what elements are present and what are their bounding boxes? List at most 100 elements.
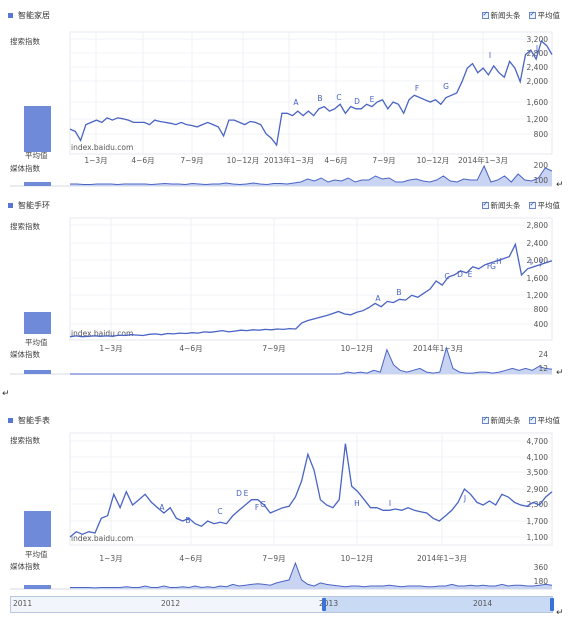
media-tick-label: 100 xyxy=(534,176,549,185)
average-bar xyxy=(24,312,51,334)
y-tick-label: 2,400 xyxy=(527,63,549,72)
checkbox-icon[interactable] xyxy=(481,10,489,19)
plot-frame xyxy=(69,217,553,341)
news-marker: E xyxy=(370,95,375,104)
legend-avg-toggle[interactable]: 平均值 xyxy=(528,200,561,211)
news-marker: B xyxy=(317,94,322,103)
legend-news-label: 新闻头条 xyxy=(490,201,521,210)
news-marker: A xyxy=(159,503,165,512)
watermark: index.baidu.com xyxy=(71,534,133,543)
x-tick-label: 10~12月 xyxy=(341,554,374,563)
y-tick-label: 2,000 xyxy=(527,256,549,265)
news-marker: F xyxy=(255,503,259,512)
y-tick-label: 3,200 xyxy=(527,35,549,44)
news-marker: G xyxy=(490,262,496,271)
checkbox-icon[interactable] xyxy=(528,415,536,424)
media-tick-label: 12 xyxy=(538,364,548,373)
news-marker: D xyxy=(236,489,242,498)
timeline-year: 2012 xyxy=(161,599,181,608)
x-tick-label: 2014年1~3月 xyxy=(417,553,467,563)
x-tick-label: 4~6月 xyxy=(324,156,347,165)
timeline-year: 2013 xyxy=(319,599,339,608)
media-area xyxy=(70,166,552,186)
legend-news-label: 新闻头条 xyxy=(490,11,521,20)
legend-news-toggle[interactable]: 新闻头条 xyxy=(481,415,521,426)
average-label: 平均值 xyxy=(25,338,48,347)
news-marker: F xyxy=(487,262,491,271)
news-marker: A xyxy=(293,98,299,107)
legend-avg-label: 平均值 xyxy=(537,201,561,210)
checkbox-icon[interactable] xyxy=(481,200,489,209)
news-marker: A xyxy=(375,294,381,303)
panel-title: 智能家居 xyxy=(8,10,50,21)
timeline-year: 2014 xyxy=(473,599,493,608)
y-tick-label: 1,600 xyxy=(527,274,549,283)
chart-smart-home: index.baidu.com3,2002,8002,4002,0001,600… xyxy=(10,31,553,187)
title-square-icon xyxy=(8,13,13,18)
return-mark: ↵ xyxy=(556,608,564,618)
legend: 新闻头条 平均值 xyxy=(481,415,561,426)
y-tick-label: 800 xyxy=(534,305,549,314)
legend-avg-toggle[interactable]: 平均值 xyxy=(528,415,561,426)
legend-avg-toggle[interactable]: 平均值 xyxy=(528,10,560,21)
y-tick-label: 1,600 xyxy=(527,98,549,107)
legend: 新闻头条 平均值 xyxy=(481,10,560,21)
panel-smart-watch: 智能手表 新闻头条 平均值 搜索指数 平均值 媒体指数 index.baidu.… xyxy=(0,415,572,595)
x-tick-label: 2014年1~3月 xyxy=(458,155,508,165)
y-tick-label: 1,200 xyxy=(527,115,549,124)
news-marker: C xyxy=(217,507,222,516)
timeline-left-handle[interactable] xyxy=(322,598,326,611)
media-area xyxy=(70,563,552,589)
timeline-right-handle[interactable] xyxy=(550,598,554,611)
news-marker: D xyxy=(457,270,463,279)
news-marker: J xyxy=(463,494,466,503)
media-tick-label: 200 xyxy=(534,161,549,170)
legend-news-label: 新闻头条 xyxy=(490,416,521,425)
timeline-scrubber[interactable]: 2011 2012 2013 2014 xyxy=(10,596,554,613)
x-tick-label: 7~9月 xyxy=(372,156,395,165)
timeline-selection[interactable] xyxy=(323,597,552,612)
panel-title: 智能手表 xyxy=(8,415,50,426)
media-index-label: 媒体指数 xyxy=(10,164,40,173)
x-tick-label: 4~6月 xyxy=(131,156,154,165)
checkbox-icon[interactable] xyxy=(528,200,536,209)
media-average-bar xyxy=(24,585,51,589)
checkbox-icon[interactable] xyxy=(481,415,489,424)
x-tick-label: 2014年1~3月 xyxy=(413,343,463,353)
x-tick-label: 7~9月 xyxy=(262,344,285,353)
y-tick-label: 400 xyxy=(534,320,549,329)
watermark: index.baidu.com xyxy=(71,143,133,152)
x-tick-label: 7~9月 xyxy=(262,554,285,563)
search-index-label: 搜索指数 xyxy=(10,222,40,231)
media-area xyxy=(70,347,552,374)
panel-smart-band: 智能手环 新闻头条 平均值 搜索指数 平均值 媒体指数 ↵ ↵ index.ba… xyxy=(0,200,572,399)
media-tick-label: 360 xyxy=(534,563,549,572)
legend-avg-label: 平均值 xyxy=(537,416,561,425)
y-tick-label: 1,200 xyxy=(527,291,549,300)
search-index-label: 搜索指数 xyxy=(10,37,40,46)
x-tick-label: 1~3月 xyxy=(99,554,122,563)
news-marker: H xyxy=(354,499,360,508)
panel-smart-home: 智能家居 新闻头条 平均值 搜索指数 平均值 媒体指数 ↵ index.baid… xyxy=(0,10,572,190)
x-tick-label: 4~6月 xyxy=(179,554,202,563)
news-marker: E xyxy=(244,489,249,498)
average-bar xyxy=(24,106,51,152)
panel-title-text: 智能手表 xyxy=(18,416,50,425)
news-marker: E xyxy=(468,270,473,279)
chart-smart-watch: index.baidu.com4,7004,1003,5002,9002,300… xyxy=(10,432,553,590)
checkbox-icon[interactable] xyxy=(528,10,536,19)
legend-news-toggle[interactable]: 新闻头条 xyxy=(481,10,521,21)
news-marker: G xyxy=(260,500,266,509)
x-tick-label: 4~6月 xyxy=(179,344,202,353)
x-tick-label: 10~12月 xyxy=(417,156,450,165)
y-tick-label: 2,800 xyxy=(527,221,549,230)
return-mark: ↵ xyxy=(556,180,564,190)
media-tick-label: 180 xyxy=(534,577,549,586)
x-tick-label: 7~9月 xyxy=(180,156,203,165)
news-marker: G xyxy=(443,82,449,91)
news-marker: B xyxy=(396,288,401,297)
y-tick-label: 4,100 xyxy=(527,453,549,462)
media-average-bar xyxy=(24,182,51,186)
legend-news-toggle[interactable]: 新闻头条 xyxy=(481,200,521,211)
y-tick-label: 3,500 xyxy=(527,468,549,477)
